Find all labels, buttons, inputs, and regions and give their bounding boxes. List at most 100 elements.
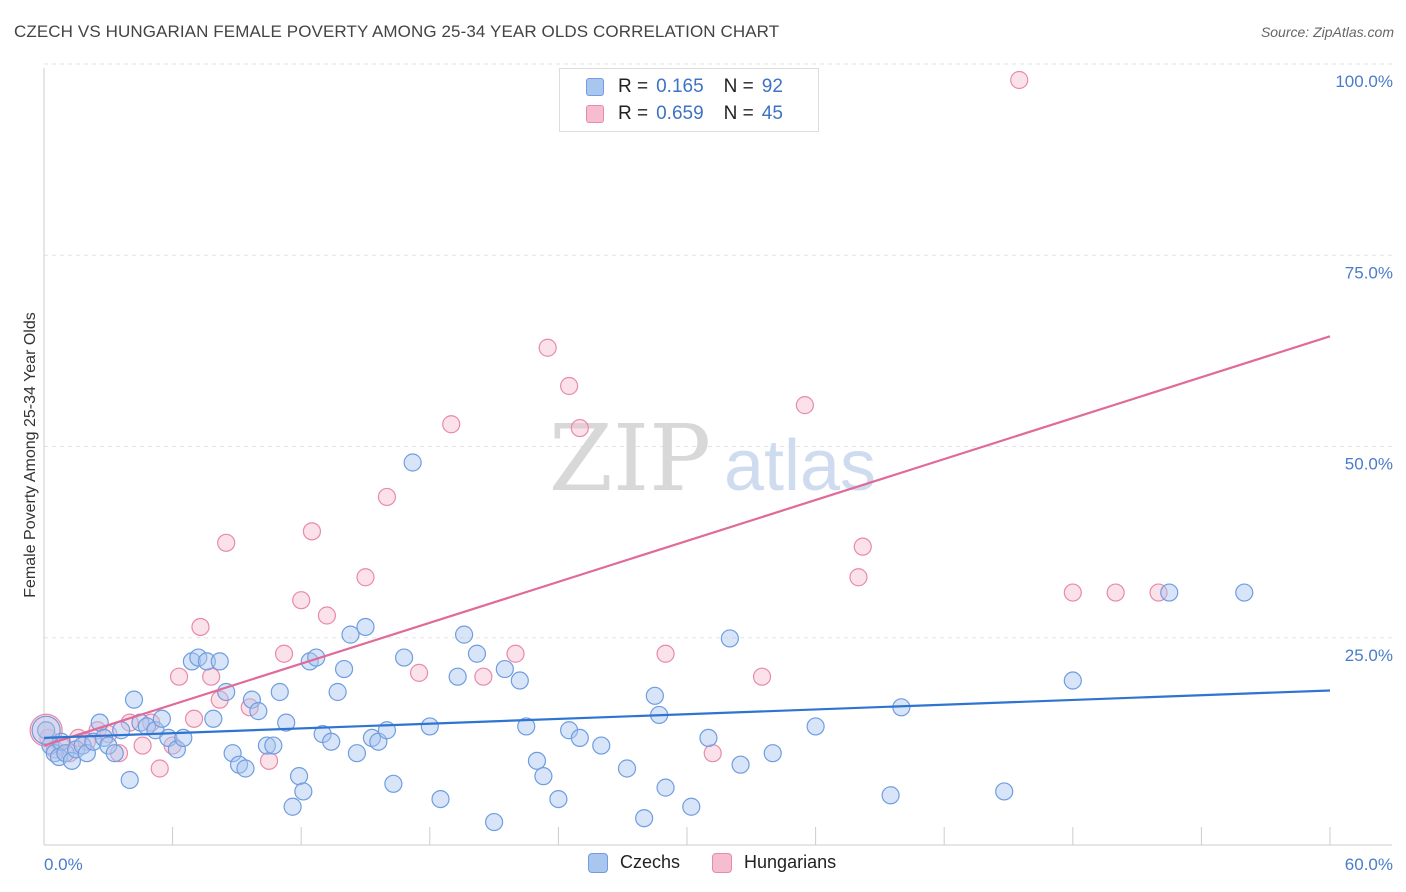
czechs-points — [31, 453, 1254, 832]
czechs-trend-line — [43, 689, 1331, 739]
legend-item-czechs: Czechs — [588, 852, 680, 873]
hungarian-point — [317, 606, 337, 625]
czech-point — [77, 744, 96, 763]
czech-point — [1160, 583, 1179, 602]
tick-labels: 25.0% 50.0% 75.0% 100.0% 0.0% 60.0% — [44, 72, 1393, 874]
watermark: ZIP atlas — [549, 405, 876, 512]
grid-lines — [44, 63, 1392, 639]
czech-point — [105, 744, 124, 763]
legend-label-czechs: Czechs — [620, 852, 681, 872]
hungarian-point — [202, 667, 221, 686]
czech-point — [635, 809, 654, 828]
czech-point — [806, 717, 825, 736]
hungarian-point — [133, 736, 152, 755]
chart-title: CZECH VS HUNGARIAN FEMALE POVERTY AMONG … — [14, 22, 780, 41]
czech-point — [334, 659, 354, 679]
czech-point — [617, 759, 637, 778]
czech-point — [592, 736, 611, 755]
czech-point — [257, 736, 277, 755]
x-tick-label-min: 0.0% — [44, 855, 83, 874]
y-tick-label: 100.0% — [1335, 72, 1393, 91]
watermark-atlas: atlas — [724, 426, 876, 506]
y-axis-title: Female Poverty Among 25-34 Year Olds — [22, 312, 39, 598]
czech-point — [403, 453, 422, 472]
hungarian-point — [184, 709, 204, 728]
y-tick-label: 50.0% — [1345, 455, 1393, 474]
czech-point — [283, 797, 302, 816]
r-value: 0.659 — [656, 103, 704, 124]
czechs-swatch — [588, 852, 608, 873]
czech-point — [249, 702, 268, 721]
n-value: 92 — [761, 76, 783, 97]
czech-point — [217, 682, 236, 702]
y-tick-label: 25.0% — [1345, 646, 1393, 665]
czech-point — [341, 625, 360, 644]
r-label: R = — [618, 76, 649, 97]
czech-point — [699, 728, 718, 748]
n-label: N = — [723, 76, 754, 97]
hungarian-point — [292, 591, 311, 610]
hungarian-point — [356, 568, 375, 587]
czech-point — [731, 755, 750, 774]
czech-point — [223, 744, 242, 763]
series-legend: Czechs Hungarians — [588, 852, 868, 873]
trend-lines — [43, 335, 1331, 747]
czech-point — [62, 751, 81, 770]
legend-label-hungarians: Hungarians — [744, 852, 837, 872]
czech-point — [322, 732, 341, 751]
hungarian-point — [703, 744, 722, 763]
czech-point — [277, 713, 296, 732]
n-value: 45 — [761, 103, 783, 124]
source-label: Source: ZipAtlas.com — [1260, 24, 1394, 40]
hungarian-point — [442, 415, 461, 434]
axes — [43, 68, 1392, 846]
czech-point — [682, 797, 701, 816]
hungarian-point — [474, 667, 493, 686]
hungarian-point — [259, 751, 279, 770]
czech-point — [356, 617, 375, 637]
r-label: R = — [618, 103, 649, 124]
hungarians-points — [29, 70, 1168, 778]
hungarian-point — [377, 487, 397, 507]
czech-point — [467, 644, 487, 663]
czech-point — [197, 652, 216, 671]
hungarian-point — [274, 644, 294, 663]
czech-point — [84, 732, 103, 751]
czech-point — [1235, 583, 1254, 602]
czech-point — [307, 648, 326, 667]
hungarian-point — [570, 418, 589, 438]
czech-point — [1063, 671, 1082, 690]
hungarian-point — [752, 667, 772, 686]
n-label: N = — [723, 103, 754, 124]
czech-point — [210, 652, 229, 671]
r-value: 0.165 — [656, 76, 704, 97]
czech-point — [995, 782, 1014, 801]
hungarian-point — [1149, 583, 1168, 602]
hungarian-point — [656, 644, 675, 663]
czech-point — [264, 736, 283, 755]
czech-point — [236, 759, 255, 778]
czechs-swatch — [586, 78, 604, 96]
czech-point — [120, 770, 139, 790]
hungarian-point — [506, 644, 525, 663]
czech-point — [720, 629, 739, 648]
czech-point — [189, 648, 208, 667]
czech-point — [517, 717, 536, 736]
czech-point — [485, 812, 504, 832]
y-tick-label: 75.0% — [1345, 263, 1393, 282]
czech-point — [294, 782, 313, 801]
czech-point-cluster — [31, 715, 61, 745]
watermark-zip: ZIP — [549, 405, 711, 512]
czech-point — [420, 717, 439, 736]
czech-point — [510, 671, 529, 690]
legend-row-czechs: R = 0.165 N = 92 — [586, 75, 783, 99]
hungarian-point — [1106, 583, 1125, 602]
hungarian-point — [849, 568, 868, 587]
hungarian-point — [217, 533, 236, 552]
czech-point — [454, 625, 474, 644]
hungarian-point — [409, 663, 429, 682]
czech-point — [152, 709, 171, 728]
czech-point — [270, 682, 289, 702]
czech-point — [384, 774, 403, 793]
